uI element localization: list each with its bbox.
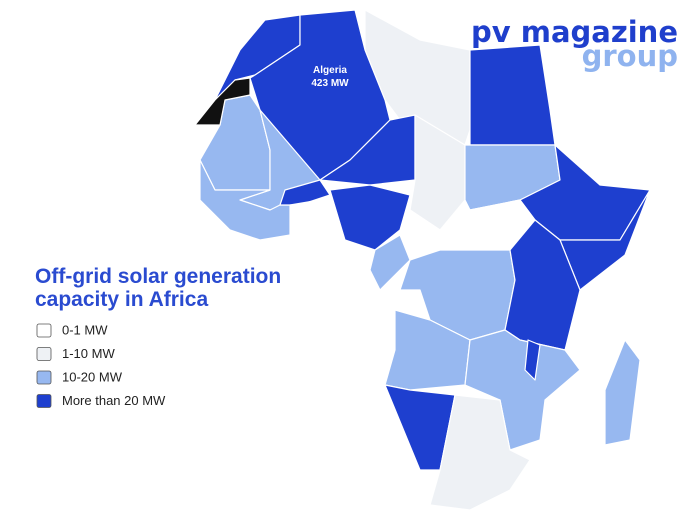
western-sahara (194, 77, 251, 126)
annotation-country: Algeria (313, 65, 347, 76)
malawi (524, 339, 541, 381)
legend-label: 0-1 MW (62, 322, 108, 337)
egypt (469, 44, 556, 146)
africa-map (194, 9, 651, 511)
logo-line2: group (582, 39, 678, 73)
south-africa (429, 394, 531, 511)
nigeria (329, 184, 411, 251)
legend: 0-1 MW 1-10 MW 10-20 MW More than 20 MW (36, 322, 166, 408)
southeast-africa (464, 329, 581, 451)
cameroon (369, 234, 411, 291)
angola (384, 309, 471, 391)
annotation-value: 423 MW (311, 78, 349, 89)
legend-swatch (36, 370, 52, 385)
legend-swatch (36, 394, 52, 408)
legend-swatch (36, 347, 52, 361)
legend-label: 10-20 MW (62, 369, 123, 384)
legend-swatch (36, 323, 52, 338)
ghana (289, 199, 326, 236)
logo-line1: pv magazine (471, 15, 678, 49)
title-line1: Off-grid solar generation (35, 265, 281, 288)
burkina-faso (279, 179, 331, 206)
title-line2: capacity in Africa (35, 288, 208, 311)
madagascar (604, 339, 641, 446)
legend-label: More than 20 MW (62, 393, 166, 408)
legend-label: 1-10 MW (62, 346, 115, 361)
